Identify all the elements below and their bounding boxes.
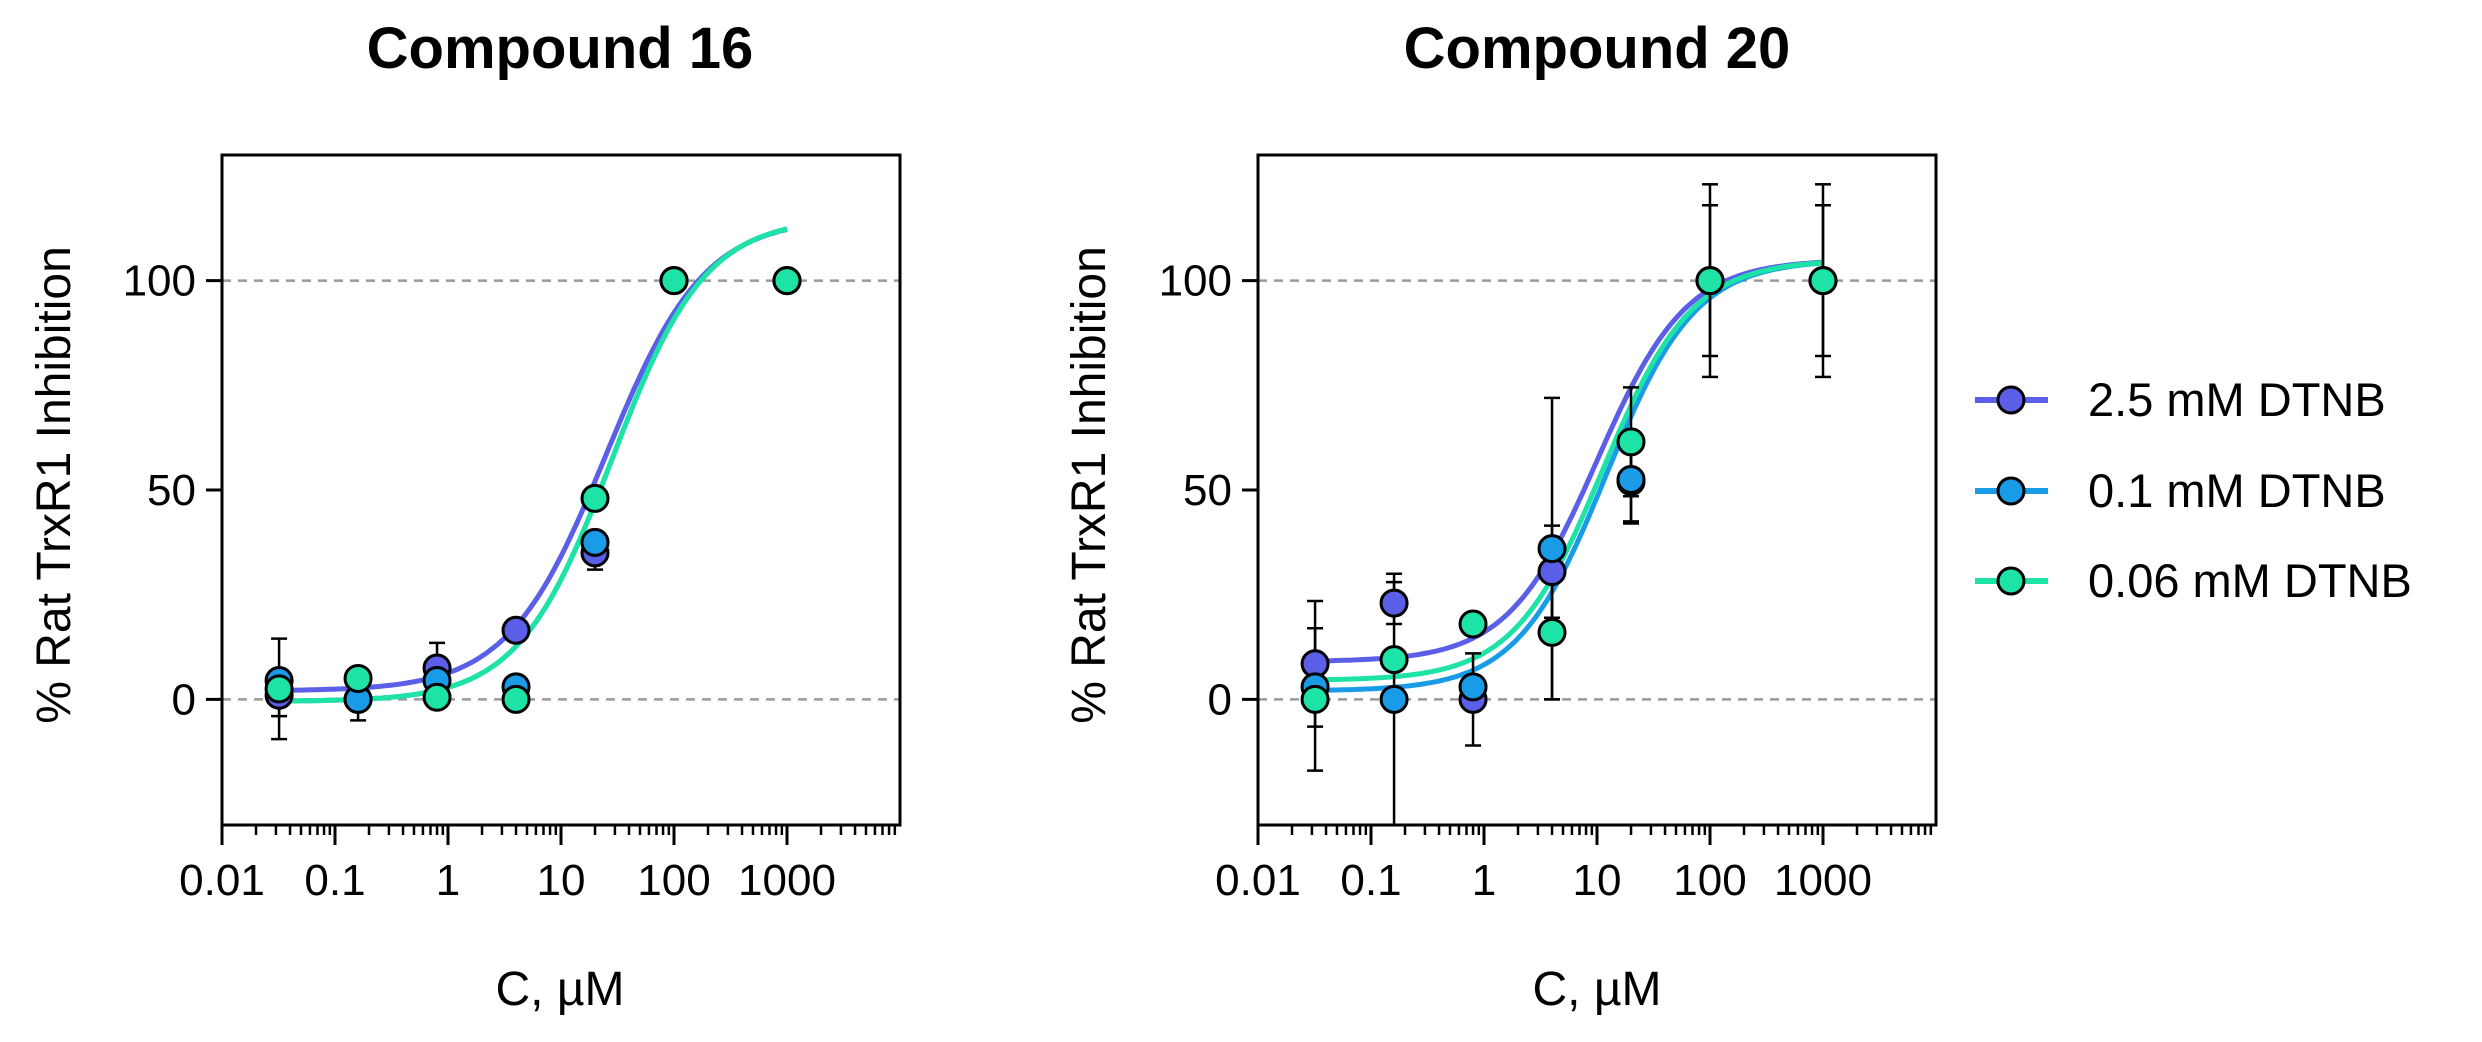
x-tick-label: 0.1 xyxy=(1340,856,1401,905)
y-tick-label: 50 xyxy=(147,466,196,515)
data-point xyxy=(1458,609,1488,639)
data-point xyxy=(1616,427,1646,457)
legend-label: 0.1 mM DTNB xyxy=(2088,464,2386,517)
data-point xyxy=(501,615,531,645)
data-point xyxy=(772,266,802,296)
legend-item: 0.1 mM DTNB xyxy=(1975,464,2386,517)
y-tick-label: 0 xyxy=(1208,675,1232,724)
data-point xyxy=(1808,266,1838,296)
chart-title: Compound 16 xyxy=(367,16,754,81)
x-tick-label: 0.01 xyxy=(179,856,265,905)
x-tick-label: 1000 xyxy=(1774,856,1872,905)
data-point xyxy=(264,674,294,704)
data-point xyxy=(501,684,531,714)
chart-panel-compound-20: Compound 20 C, µM % Rat TrxR1 Inhibition… xyxy=(1063,16,1938,1016)
legend-item: 2.5 mM DTNB xyxy=(1975,373,2386,426)
chart-panel-compound-16: Compound 16 C, µM % Rat TrxR1 Inhibition… xyxy=(28,16,902,1016)
y-axis-label: % Rat TrxR1 Inhibition xyxy=(1063,246,1116,724)
fit-curve xyxy=(279,226,788,693)
data-point xyxy=(1300,684,1330,714)
legend-swatch-marker xyxy=(1996,476,2026,506)
x-axis-label: C, µM xyxy=(1533,963,1662,1016)
y-tick-label: 100 xyxy=(1159,257,1232,306)
data-point xyxy=(1616,465,1646,495)
fit-curve xyxy=(1315,260,1824,693)
data-point xyxy=(1695,266,1725,296)
y-tick-label: 50 xyxy=(1183,466,1232,515)
x-tick-label: 10 xyxy=(1573,856,1622,905)
x-tick-label: 10 xyxy=(537,856,586,905)
fit-curve xyxy=(279,226,788,704)
fit-curve xyxy=(279,226,788,704)
legend-label: 2.5 mM DTNB xyxy=(2088,373,2386,426)
data-point xyxy=(1537,617,1567,647)
plot-frame xyxy=(1256,153,1938,827)
data-point xyxy=(1379,684,1409,714)
data-point xyxy=(343,663,373,693)
data-point xyxy=(422,682,452,712)
x-tick-label: 1000 xyxy=(738,856,836,905)
x-tick-label: 1 xyxy=(436,856,460,905)
y-tick-label: 100 xyxy=(123,257,196,306)
legend-item: 0.06 mM DTNB xyxy=(1975,554,2412,607)
fit-curve xyxy=(1315,260,1824,683)
data-point xyxy=(580,527,610,557)
data-point xyxy=(1379,588,1409,618)
legend-swatch-marker xyxy=(1996,385,2026,415)
legend: 2.5 mM DTNB 0.1 mM DTNB 0.06 mM DTNB xyxy=(1975,373,2412,607)
x-tick-label: 0.1 xyxy=(304,856,365,905)
legend-swatch-marker xyxy=(1996,566,2026,596)
plot-frame xyxy=(220,153,902,827)
y-axis-label: % Rat TrxR1 Inhibition xyxy=(28,246,81,724)
chart-title: Compound 20 xyxy=(1404,16,1791,81)
legend-label: 0.06 mM DTNB xyxy=(2088,554,2412,607)
data-point xyxy=(659,266,689,296)
x-tick-label: 100 xyxy=(1673,856,1746,905)
x-tick-label: 0.01 xyxy=(1215,856,1301,905)
x-axis-label: C, µM xyxy=(496,963,625,1016)
x-tick-label: 100 xyxy=(637,856,710,905)
data-point xyxy=(1537,534,1567,564)
data-point xyxy=(1379,645,1409,675)
data-point xyxy=(1458,672,1488,702)
x-tick-label: 1 xyxy=(1472,856,1496,905)
data-point xyxy=(580,483,610,513)
y-tick-label: 0 xyxy=(172,675,196,724)
